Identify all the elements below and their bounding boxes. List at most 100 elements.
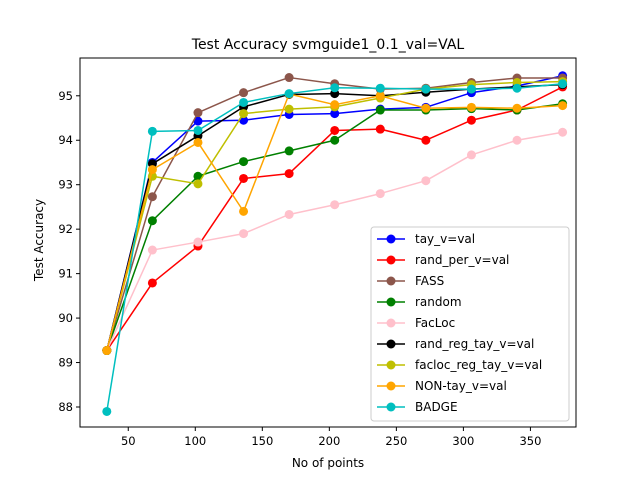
- data-point: [375, 124, 385, 134]
- legend-label: tay_v=val: [415, 232, 475, 246]
- data-point: [421, 84, 431, 94]
- data-point: [193, 125, 203, 135]
- x-tick-label: 50: [121, 434, 136, 448]
- data-point: [330, 83, 340, 93]
- legend-label: FacLoc: [415, 316, 455, 330]
- legend-item: NON-tay_v=val: [377, 379, 507, 393]
- data-point: [558, 127, 568, 137]
- legend-item: rand_per_v=val: [377, 253, 509, 267]
- legend-label: FASS: [415, 274, 444, 288]
- data-point: [512, 103, 522, 113]
- data-point: [558, 79, 568, 89]
- series-8: [102, 79, 568, 416]
- legend-marker: [386, 255, 396, 265]
- data-point: [375, 91, 385, 101]
- data-point: [147, 245, 157, 255]
- data-point: [421, 176, 431, 186]
- legend: tay_v=val rand_per_v=val FASS random FacLoc r…: [370, 226, 570, 422]
- data-point: [512, 83, 522, 93]
- y-tick-label: 88: [58, 400, 73, 414]
- data-point: [284, 146, 294, 156]
- legend-marker: [386, 360, 396, 370]
- y-tick-label: 95: [58, 89, 73, 103]
- plot-area: [79, 57, 577, 428]
- legend-marker: [386, 276, 396, 286]
- data-point: [147, 126, 157, 136]
- data-point: [466, 102, 476, 112]
- data-point: [284, 209, 294, 219]
- data-point: [466, 150, 476, 160]
- data-point: [239, 229, 249, 239]
- data-point: [375, 83, 385, 93]
- legend-label: BADGE: [415, 400, 458, 414]
- data-point: [193, 116, 203, 126]
- legend-marker: [386, 381, 396, 391]
- x-tick-label: 150: [251, 434, 273, 448]
- y-tick-label: 91: [58, 267, 73, 281]
- data-point: [512, 135, 522, 145]
- data-point: [558, 101, 568, 111]
- data-point: [284, 89, 294, 99]
- data-point: [239, 206, 249, 216]
- data-point: [421, 103, 431, 113]
- y-axis-label: Test Accuracy: [32, 199, 46, 282]
- data-point: [193, 108, 203, 118]
- x-tick-label: 300: [452, 434, 474, 448]
- legend-marker: [386, 297, 396, 307]
- data-point: [375, 105, 385, 115]
- legend-item: facloc_reg_tay_v=val: [377, 358, 542, 372]
- data-point: [239, 97, 249, 107]
- legend-marker: [386, 234, 396, 244]
- legend-label: rand_reg_tay_v=val: [415, 337, 534, 351]
- legend-item: FASS: [377, 274, 444, 288]
- legend-marker: [386, 339, 396, 349]
- legend-frame: [370, 226, 570, 422]
- data-point: [147, 192, 157, 202]
- data-point: [466, 84, 476, 94]
- legend-item: tay_v=val: [377, 232, 475, 246]
- data-point: [284, 104, 294, 114]
- data-point: [330, 200, 340, 210]
- data-point: [239, 88, 249, 98]
- y-axis: 88 89 90 91 92 93 94 95: [58, 89, 80, 414]
- data-point: [147, 278, 157, 288]
- y-tick-label: 92: [58, 222, 73, 236]
- data-point: [239, 157, 249, 167]
- data-point: [193, 137, 203, 147]
- x-tick-label: 350: [519, 434, 541, 448]
- data-point: [239, 109, 249, 119]
- data-point: [102, 346, 112, 356]
- data-point: [284, 169, 294, 179]
- y-tick-label: 89: [58, 356, 73, 370]
- series-layer: [102, 71, 568, 416]
- data-point: [193, 171, 203, 181]
- data-point: [466, 115, 476, 125]
- y-tick-label: 93: [58, 178, 73, 192]
- legend-label: facloc_reg_tay_v=val: [415, 358, 542, 372]
- x-tick-label: 100: [184, 434, 206, 448]
- data-point: [239, 173, 249, 183]
- data-point: [375, 189, 385, 199]
- legend-item: BADGE: [377, 400, 458, 414]
- data-point: [102, 406, 112, 416]
- y-tick-label: 90: [58, 311, 73, 325]
- data-point: [193, 179, 203, 189]
- data-point: [284, 73, 294, 83]
- data-point: [421, 135, 431, 145]
- legend-item: rand_reg_tay_v=val: [377, 337, 534, 351]
- data-point: [147, 165, 157, 175]
- x-axis-label: No of points: [292, 456, 364, 470]
- legend-label: random: [415, 295, 462, 309]
- data-point: [193, 237, 203, 247]
- legend-label: NON-tay_v=val: [415, 379, 507, 393]
- legend-item: FacLoc: [377, 316, 455, 330]
- legend-label: rand_per_v=val: [415, 253, 509, 267]
- data-point: [147, 216, 157, 226]
- y-tick-label: 94: [58, 133, 73, 147]
- legend-marker: [386, 402, 396, 412]
- x-tick-label: 250: [385, 434, 407, 448]
- legend-marker: [386, 318, 396, 328]
- data-point: [330, 100, 340, 110]
- data-point: [330, 135, 340, 145]
